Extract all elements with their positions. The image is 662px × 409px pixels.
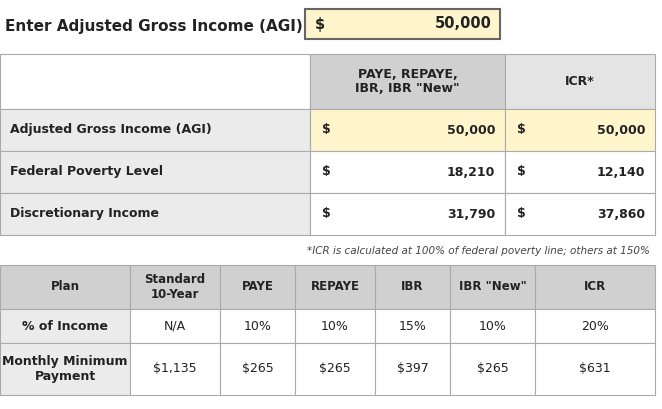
Text: $: $ [517, 124, 526, 137]
Bar [375, 309, 450, 343]
Text: 10%: 10% [321, 319, 349, 333]
Text: 10%: 10% [479, 319, 506, 333]
Text: $: $ [517, 166, 526, 178]
Text: $265: $265 [319, 362, 351, 375]
Text: $265: $265 [242, 362, 273, 375]
Text: $631: $631 [579, 362, 611, 375]
Bar [310, 54, 505, 109]
Bar [0, 151, 310, 193]
Text: 18,210: 18,210 [447, 166, 495, 178]
Text: 31,790: 31,790 [447, 207, 495, 220]
Bar [0, 343, 130, 395]
Text: 20%: 20% [581, 319, 609, 333]
Bar [295, 265, 375, 309]
Bar [295, 309, 375, 343]
Text: PAYE: PAYE [242, 281, 273, 294]
Bar [130, 343, 220, 395]
Text: $: $ [517, 207, 526, 220]
Text: Standard
10-Year: Standard 10-Year [144, 273, 206, 301]
Bar [375, 343, 450, 395]
Text: 50,000: 50,000 [435, 16, 492, 31]
Text: $: $ [322, 166, 331, 178]
Text: $: $ [315, 16, 325, 31]
Bar [220, 309, 295, 343]
Text: Adjusted Gross Income (AGI): Adjusted Gross Income (AGI) [10, 124, 212, 137]
Text: *ICR is calculated at 100% of federal poverty line; others at 150%: *ICR is calculated at 100% of federal po… [307, 246, 650, 256]
Text: $1,135: $1,135 [153, 362, 197, 375]
Text: N/A: N/A [164, 319, 186, 333]
Text: ICR*: ICR* [565, 75, 595, 88]
Text: 10%: 10% [244, 319, 271, 333]
Bar [220, 265, 295, 309]
Text: Discretionary Income: Discretionary Income [10, 207, 159, 220]
Text: Enter Adjusted Gross Income (AGI): Enter Adjusted Gross Income (AGI) [5, 18, 303, 34]
Bar [0, 54, 310, 109]
Bar [535, 309, 655, 343]
Text: Monthly Minimum
Payment: Monthly Minimum Payment [2, 355, 128, 383]
Bar [450, 265, 535, 309]
Text: REPAYE: REPAYE [310, 281, 359, 294]
Text: Federal Poverty Level: Federal Poverty Level [10, 166, 163, 178]
Text: $: $ [322, 124, 331, 137]
Text: IBR "New": IBR "New" [459, 281, 526, 294]
Bar [130, 265, 220, 309]
Text: ICR: ICR [584, 281, 606, 294]
Text: Plan: Plan [50, 281, 79, 294]
Bar [0, 309, 130, 343]
Text: $265: $265 [477, 362, 508, 375]
Bar [505, 54, 655, 109]
Text: IBR: IBR [401, 281, 424, 294]
Text: $397: $397 [397, 362, 428, 375]
Bar [375, 265, 450, 309]
Bar [450, 343, 535, 395]
Bar [0, 193, 310, 235]
Bar [0, 265, 130, 309]
Bar [535, 265, 655, 309]
Bar [505, 193, 655, 235]
Bar [295, 343, 375, 395]
Bar [220, 343, 295, 395]
Text: 50,000: 50,000 [596, 124, 645, 137]
Bar [505, 151, 655, 193]
Bar [0, 109, 310, 151]
Bar [450, 309, 535, 343]
Text: $: $ [322, 207, 331, 220]
Bar [130, 309, 220, 343]
Text: % of Income: % of Income [22, 319, 108, 333]
Bar [310, 109, 505, 151]
Bar [310, 151, 505, 193]
Text: PAYE, REPAYE,
IBR, IBR "New": PAYE, REPAYE, IBR, IBR "New" [355, 67, 460, 95]
Bar [535, 343, 655, 395]
Bar [305, 9, 500, 39]
Text: 50,000: 50,000 [446, 124, 495, 137]
Text: 37,860: 37,860 [597, 207, 645, 220]
Bar [505, 109, 655, 151]
Text: 15%: 15% [399, 319, 426, 333]
Text: 12,140: 12,140 [596, 166, 645, 178]
Bar [310, 193, 505, 235]
